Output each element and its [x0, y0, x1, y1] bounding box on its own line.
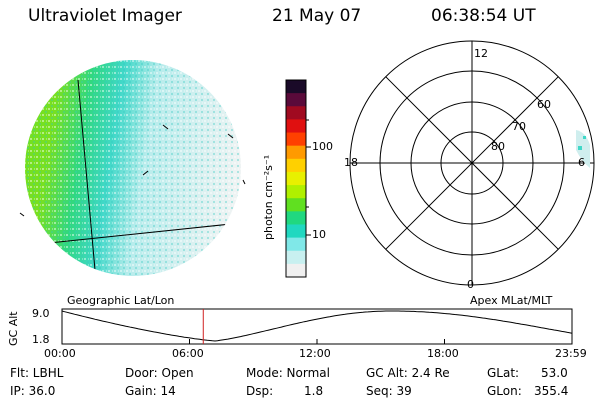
colorbar-segment: [286, 250, 306, 265]
altitude-curve: [61, 310, 573, 342]
colorbar-segment: [286, 119, 306, 134]
mlt-label-18: 18: [344, 156, 358, 169]
seq-status: Seq: 39: [366, 384, 412, 398]
glon-value: 355.4: [534, 384, 569, 398]
altitude-ylabel: GC Alt: [7, 311, 20, 346]
time-label: 06:38:54 UT: [431, 6, 536, 26]
colorbar-frame: [285, 79, 307, 278]
altitude-ytick-1-8: 1.8: [32, 333, 50, 346]
xtick-00: 00:00: [44, 347, 76, 360]
door-status: Door: Open: [125, 366, 194, 380]
dsp-label: Dsp:: [246, 384, 274, 398]
colorbar: [286, 80, 306, 278]
instrument-title: Ultraviolet Imager: [28, 6, 182, 26]
altitude-ytick-9: 9.0: [32, 307, 50, 320]
colorbar-segment: [286, 145, 306, 160]
mlat-label-70: 70: [512, 120, 526, 133]
colorbar-label-100: 100: [312, 140, 333, 153]
gc-alt-status: GC Alt: 2.4 Re: [366, 366, 450, 380]
geographic-label: Geographic Lat/Lon: [67, 294, 175, 307]
filter-status: Flt: LBHL: [10, 366, 64, 380]
xtick-2359: 23:59: [555, 347, 587, 360]
colorbar-segment: [286, 80, 306, 94]
colorbar-segment: [286, 211, 306, 225]
polar-plot: [349, 40, 595, 286]
colorbar-segment: [286, 158, 306, 173]
xtick-12: 12:00: [299, 347, 331, 360]
altitude-plot-frame: [61, 308, 573, 345]
mlt-label-0: 0: [467, 278, 474, 291]
coastline-marks: [19, 124, 246, 217]
xtick-18: 18:00: [427, 347, 459, 360]
date-label: 21 May 07: [272, 6, 362, 26]
mlt-label-12: 12: [474, 47, 488, 60]
colorbar-segment: [286, 185, 306, 199]
glon-label: GLon:: [487, 384, 522, 398]
ip-status: IP: 36.0: [10, 384, 56, 398]
mlt-label-6: 6: [578, 156, 585, 169]
apex-label: Apex MLat/MLT: [470, 294, 553, 307]
glat-label: GLat:: [487, 366, 520, 380]
mlat-label-80: 80: [491, 140, 505, 153]
colorbar-segment: [286, 224, 306, 239]
mlat-label-60: 60: [537, 98, 551, 111]
gain-status: Gain: 14: [125, 384, 176, 398]
colorbar-label-10: 10: [312, 228, 326, 241]
glat-value: 53.0: [541, 366, 568, 380]
colorbar-segment: [286, 263, 306, 278]
altitude-xticks: [61, 339, 573, 344]
earth-image: [25, 60, 241, 276]
colorbar-unit-label: photon cm⁻²s⁻¹: [262, 154, 275, 240]
dsp-value: 1.8: [304, 384, 324, 398]
mode-status: Mode: Normal: [246, 366, 330, 380]
polar-diagonal: [385, 76, 559, 250]
colorbar-segment: [286, 132, 306, 147]
colorbar-segment: [286, 106, 306, 120]
colorbar-segment: [286, 198, 306, 212]
colorbar-segment: [286, 171, 306, 186]
colorbar-segment: [286, 237, 306, 252]
polar-image-fragment: [576, 130, 590, 168]
xtick-06: 06:00: [172, 347, 204, 360]
colorbar-segment: [286, 93, 306, 107]
